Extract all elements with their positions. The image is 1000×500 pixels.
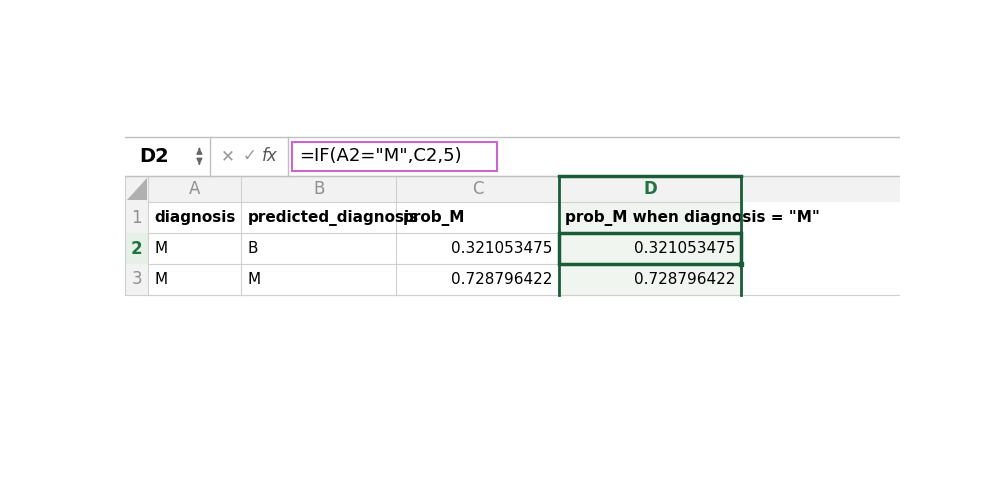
Text: ✕: ✕ — [221, 147, 235, 165]
Bar — [125, 176, 148, 295]
Text: M: M — [247, 272, 261, 287]
Bar — [125, 176, 900, 203]
Text: M: M — [154, 241, 168, 256]
Text: D: D — [643, 180, 657, 198]
Text: =IF(A2="M",C2,5): =IF(A2="M",C2,5) — [299, 147, 462, 165]
Bar — [292, 142, 497, 171]
Text: 3: 3 — [131, 270, 142, 288]
Bar — [559, 176, 741, 295]
Text: predicted_diagnosis: predicted_diagnosis — [247, 210, 419, 226]
Polygon shape — [127, 178, 147, 200]
Text: prob_M when diagnosis = "M": prob_M when diagnosis = "M" — [565, 210, 820, 226]
Text: M: M — [154, 272, 168, 287]
Bar — [125, 137, 210, 175]
Text: 0.728796422: 0.728796422 — [451, 272, 553, 287]
Text: ✓: ✓ — [242, 147, 256, 165]
Text: 2: 2 — [131, 240, 142, 258]
Text: A: A — [189, 180, 200, 198]
Bar — [125, 176, 900, 310]
Text: D2: D2 — [139, 147, 169, 166]
Text: 1: 1 — [131, 209, 142, 227]
Text: diagnosis: diagnosis — [154, 210, 236, 226]
Text: B: B — [247, 241, 258, 256]
Text: fx: fx — [262, 147, 278, 165]
Text: B: B — [313, 180, 324, 198]
Text: 0.728796422: 0.728796422 — [634, 272, 735, 287]
Bar — [125, 60, 900, 137]
Bar — [559, 233, 741, 264]
Bar — [739, 262, 743, 266]
Text: 0.321053475: 0.321053475 — [634, 241, 735, 256]
Bar — [125, 137, 900, 175]
Bar — [125, 233, 148, 264]
Text: C: C — [472, 180, 483, 198]
Text: prob_M: prob_M — [402, 210, 465, 226]
Text: 0.321053475: 0.321053475 — [451, 241, 553, 256]
